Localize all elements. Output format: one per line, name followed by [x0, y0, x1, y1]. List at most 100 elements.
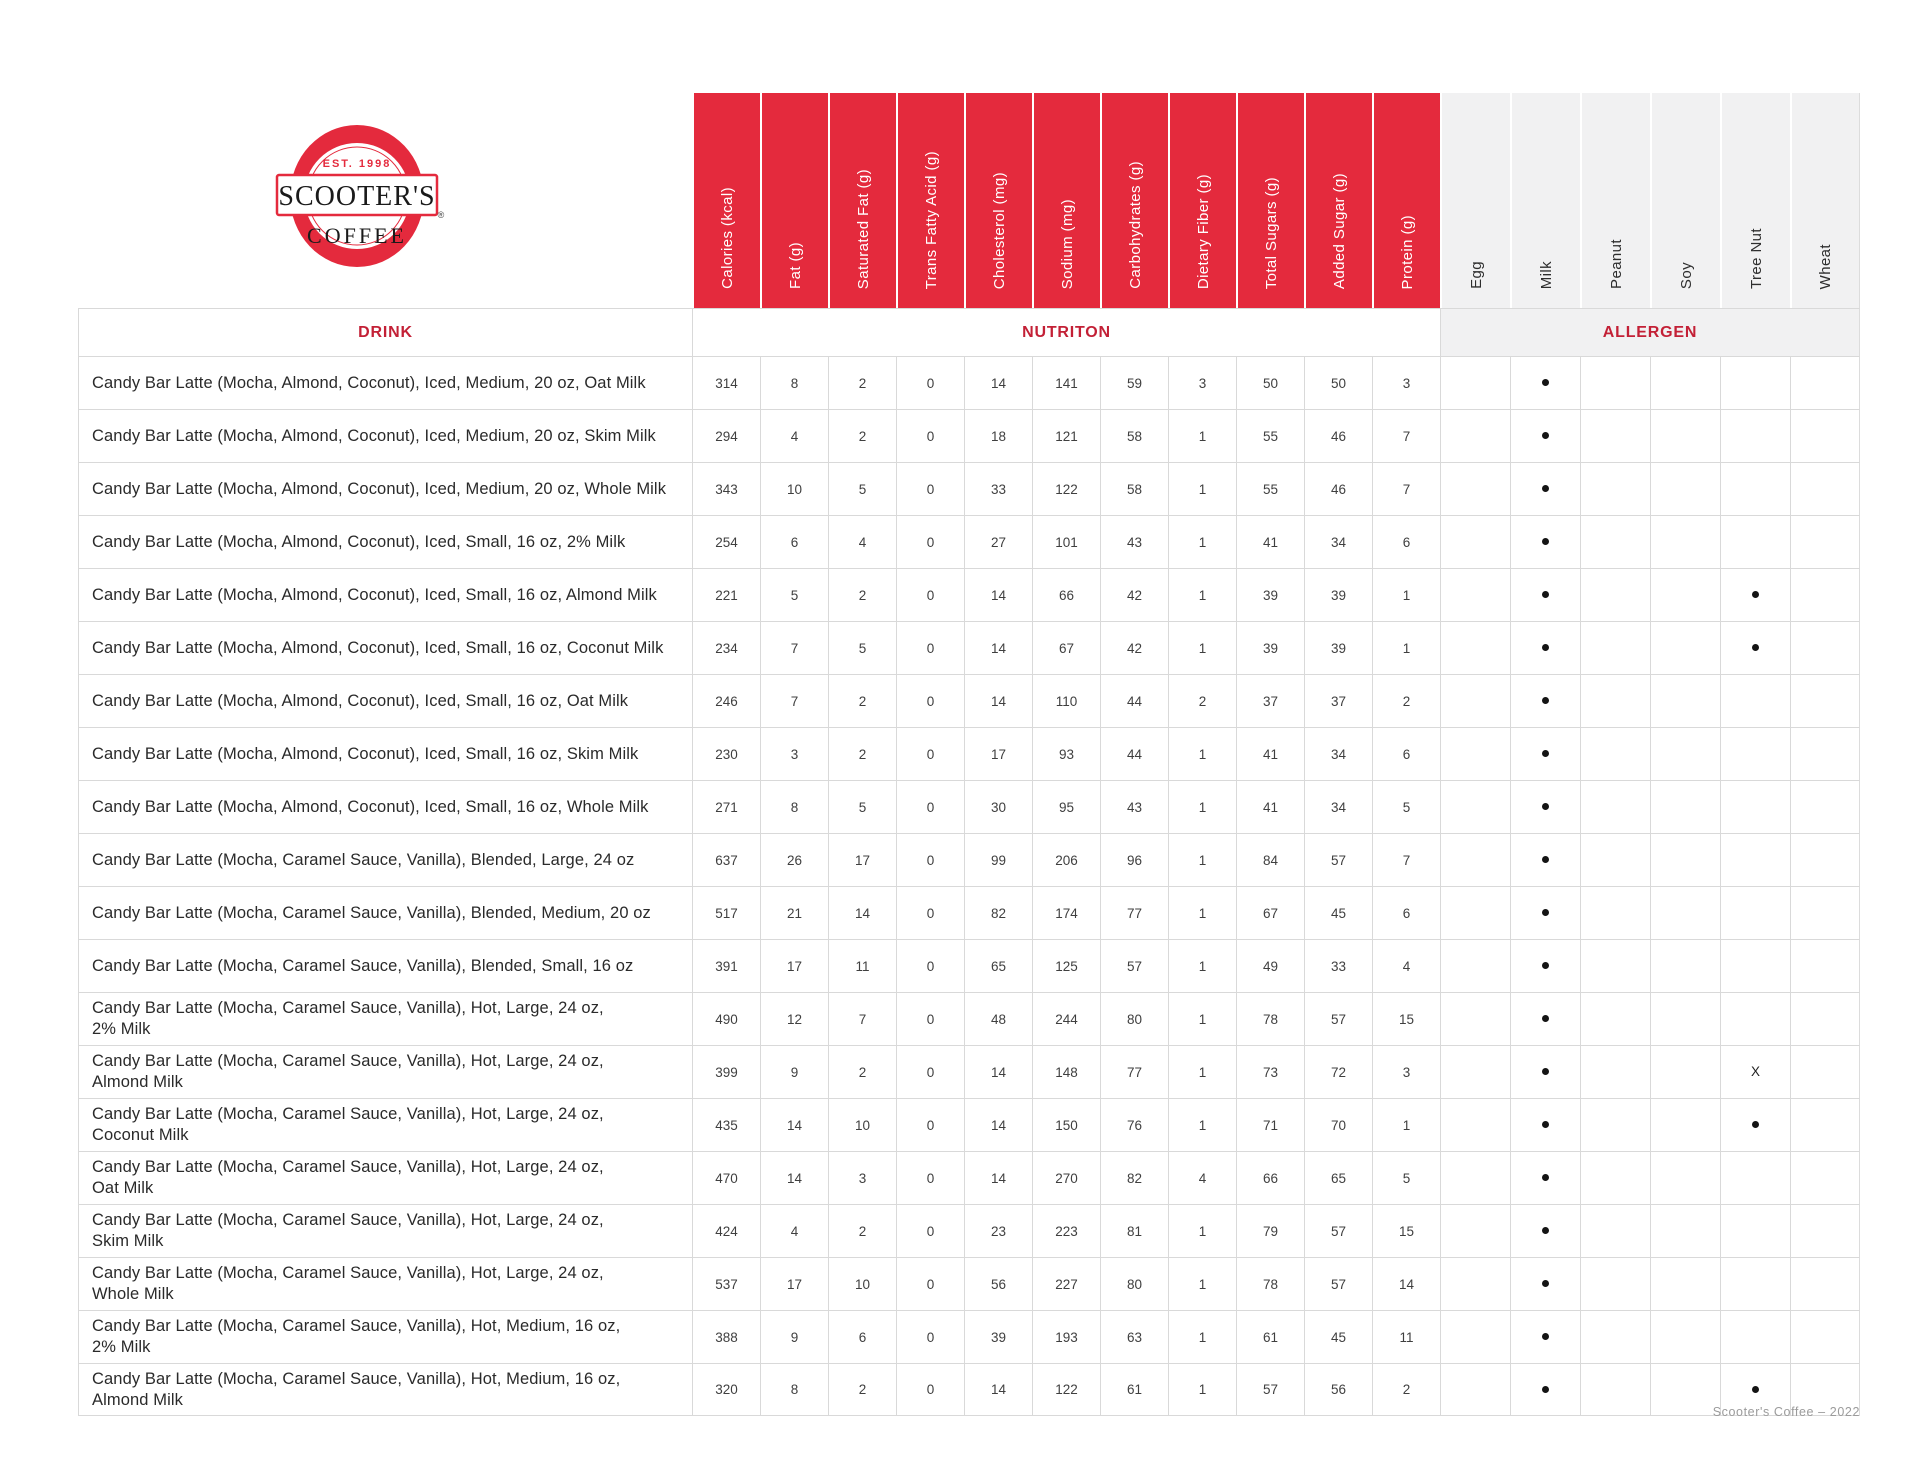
allergen-mark-cell — [1580, 727, 1650, 780]
nutrition-value-cell: 61 — [1100, 1363, 1168, 1416]
nutrition-value-cell: 227 — [1032, 1257, 1100, 1310]
nutrition-value-cell: 1 — [1168, 515, 1236, 568]
drink-name-cell: Candy Bar Latte (Mocha, Caramel Sauce, V… — [78, 1310, 692, 1363]
table-row: Candy Bar Latte (Mocha, Almond, Coconut)… — [78, 356, 1860, 409]
allergen-mark-cell — [1720, 356, 1790, 409]
nutrition-value-cell: 78 — [1236, 1257, 1304, 1310]
nutrition-value-cell: 11 — [828, 939, 896, 992]
allergen-mark-cell — [1790, 1151, 1860, 1204]
nutrition-value-cell: 110 — [1032, 674, 1100, 727]
allergen-mark-cell — [1720, 727, 1790, 780]
nutrition-value-cell: 174 — [1032, 886, 1100, 939]
nutrition-value-cell: 4 — [1372, 939, 1440, 992]
nutrition-value-cell: 11 — [1372, 1310, 1440, 1363]
nutrition-value-cell: 7 — [760, 621, 828, 674]
nutrition-value-cell: 77 — [1100, 1045, 1168, 1098]
nutrition-value-cell: 4 — [828, 515, 896, 568]
drink-name-line1: Candy Bar Latte (Mocha, Almond, Coconut)… — [92, 532, 626, 551]
allergen-mark-cell — [1580, 1045, 1650, 1098]
nutrition-value-cell: 33 — [964, 462, 1032, 515]
allergen-dot — [1752, 591, 1759, 599]
drink-name-cell: Candy Bar Latte (Mocha, Caramel Sauce, V… — [78, 1257, 692, 1310]
nutrition-value-cell: 95 — [1032, 780, 1100, 833]
nutrition-value-cell: 6 — [828, 1310, 896, 1363]
table-row: Candy Bar Latte (Mocha, Caramel Sauce, V… — [78, 1204, 1860, 1257]
allergen-mark-cell — [1720, 462, 1790, 515]
nutrition-value-cell: 23 — [964, 1204, 1032, 1257]
nutrition-value-cell: 4 — [760, 409, 828, 462]
nutrition-value-cell: 0 — [896, 356, 964, 409]
allergen-dot — [1542, 803, 1549, 811]
nutrition-value-cell: 37 — [1304, 674, 1372, 727]
nutrition-column-header-4: Cholesterol (mg) — [964, 93, 1032, 308]
nutrition-value-cell: 101 — [1032, 515, 1100, 568]
allergen-mark-cell — [1580, 939, 1650, 992]
nutrition-value-cell: 0 — [896, 992, 964, 1045]
drink-name-line1: Candy Bar Latte (Mocha, Caramel Sauce, V… — [92, 1052, 604, 1070]
allergen-mark-cell — [1650, 1045, 1720, 1098]
nutrition-value-cell: 15 — [1372, 992, 1440, 1045]
allergen-mark-cell — [1580, 886, 1650, 939]
table-row: Candy Bar Latte (Mocha, Caramel Sauce, V… — [78, 886, 1860, 939]
allergen-mark-cell — [1580, 462, 1650, 515]
logo-coffee-text: COFFEE — [307, 223, 407, 248]
nutrition-value-cell: 1 — [1168, 621, 1236, 674]
nutrition-value-cell: 2 — [828, 727, 896, 780]
allergen-mark-cell — [1720, 939, 1790, 992]
allergen-mark-cell — [1440, 462, 1510, 515]
nutrition-value-cell: 10 — [760, 462, 828, 515]
allergen-mark-cell — [1790, 780, 1860, 833]
nutrition-value-cell: 34 — [1304, 515, 1372, 568]
drink-name-line2: 2% Milk — [92, 1020, 151, 1038]
nutrition-value-cell: 61 — [1236, 1310, 1304, 1363]
nutrition-value-cell: 14 — [828, 886, 896, 939]
allergen-mark-cell — [1650, 1257, 1720, 1310]
allergen-mark-cell — [1580, 621, 1650, 674]
allergen-dot — [1542, 379, 1549, 387]
nutrition-value-cell: 0 — [896, 727, 964, 780]
nutrition-value-cell: 537 — [692, 1257, 760, 1310]
nutrition-value-cell: 49 — [1236, 939, 1304, 992]
scooters-coffee-logo: EST. 1998 SCOOTER'S COFFEE ® — [247, 93, 467, 308]
allergen-mark-cell — [1440, 409, 1510, 462]
allergen-mark-cell — [1720, 1098, 1790, 1151]
nutrition-value-cell: 8 — [760, 356, 828, 409]
nutrition-value-cell: 57 — [1236, 1363, 1304, 1416]
nutrition-value-cell: 77 — [1100, 886, 1168, 939]
nutrition-value-cell: 81 — [1100, 1204, 1168, 1257]
nutrition-value-cell: 73 — [1236, 1045, 1304, 1098]
allergen-mark-cell — [1790, 621, 1860, 674]
allergen-dot — [1542, 697, 1549, 705]
nutrition-value-cell: 58 — [1100, 462, 1168, 515]
nutrition-value-cell: 50 — [1236, 356, 1304, 409]
nutrition-value-cell: 76 — [1100, 1098, 1168, 1151]
nutrition-column-header-0: Calories (kcal) — [692, 93, 760, 308]
nutrition-value-cell: 39 — [1236, 568, 1304, 621]
allergen-mark-cell — [1510, 409, 1580, 462]
allergen-mark-cell — [1650, 1098, 1720, 1151]
nutrition-value-cell: 230 — [692, 727, 760, 780]
drink-name-cell: Candy Bar Latte (Mocha, Caramel Sauce, V… — [78, 939, 692, 992]
nutrition-value-cell: 39 — [1236, 621, 1304, 674]
nutrition-value-cell: 7 — [828, 992, 896, 1045]
drink-name-line2: Almond Milk — [92, 1073, 183, 1091]
drink-name-cell: Candy Bar Latte (Mocha, Almond, Coconut)… — [78, 462, 692, 515]
allergen-column-label: Tree Nut — [1747, 228, 1765, 289]
nutrition-value-cell: 9 — [760, 1045, 828, 1098]
allergen-mark-cell — [1650, 356, 1720, 409]
nutrition-value-cell: 14 — [760, 1098, 828, 1151]
table-row: Candy Bar Latte (Mocha, Almond, Coconut)… — [78, 462, 1860, 515]
section-header-allergen: ALLERGEN — [1440, 308, 1860, 356]
nutrition-value-cell: 148 — [1032, 1045, 1100, 1098]
allergen-mark-cell — [1790, 1098, 1860, 1151]
allergen-dot — [1542, 1015, 1549, 1023]
table-row: Candy Bar Latte (Mocha, Caramel Sauce, V… — [78, 1045, 1860, 1098]
nutrition-value-cell: 0 — [896, 939, 964, 992]
allergen-dot — [1752, 644, 1759, 652]
allergen-dot — [1752, 1385, 1759, 1393]
nutrition-value-cell: 10 — [828, 1098, 896, 1151]
nutrition-value-cell: 8 — [760, 780, 828, 833]
nutrition-value-cell: 12 — [760, 992, 828, 1045]
nutrition-value-cell: 56 — [1304, 1363, 1372, 1416]
nutrition-value-cell: 435 — [692, 1098, 760, 1151]
